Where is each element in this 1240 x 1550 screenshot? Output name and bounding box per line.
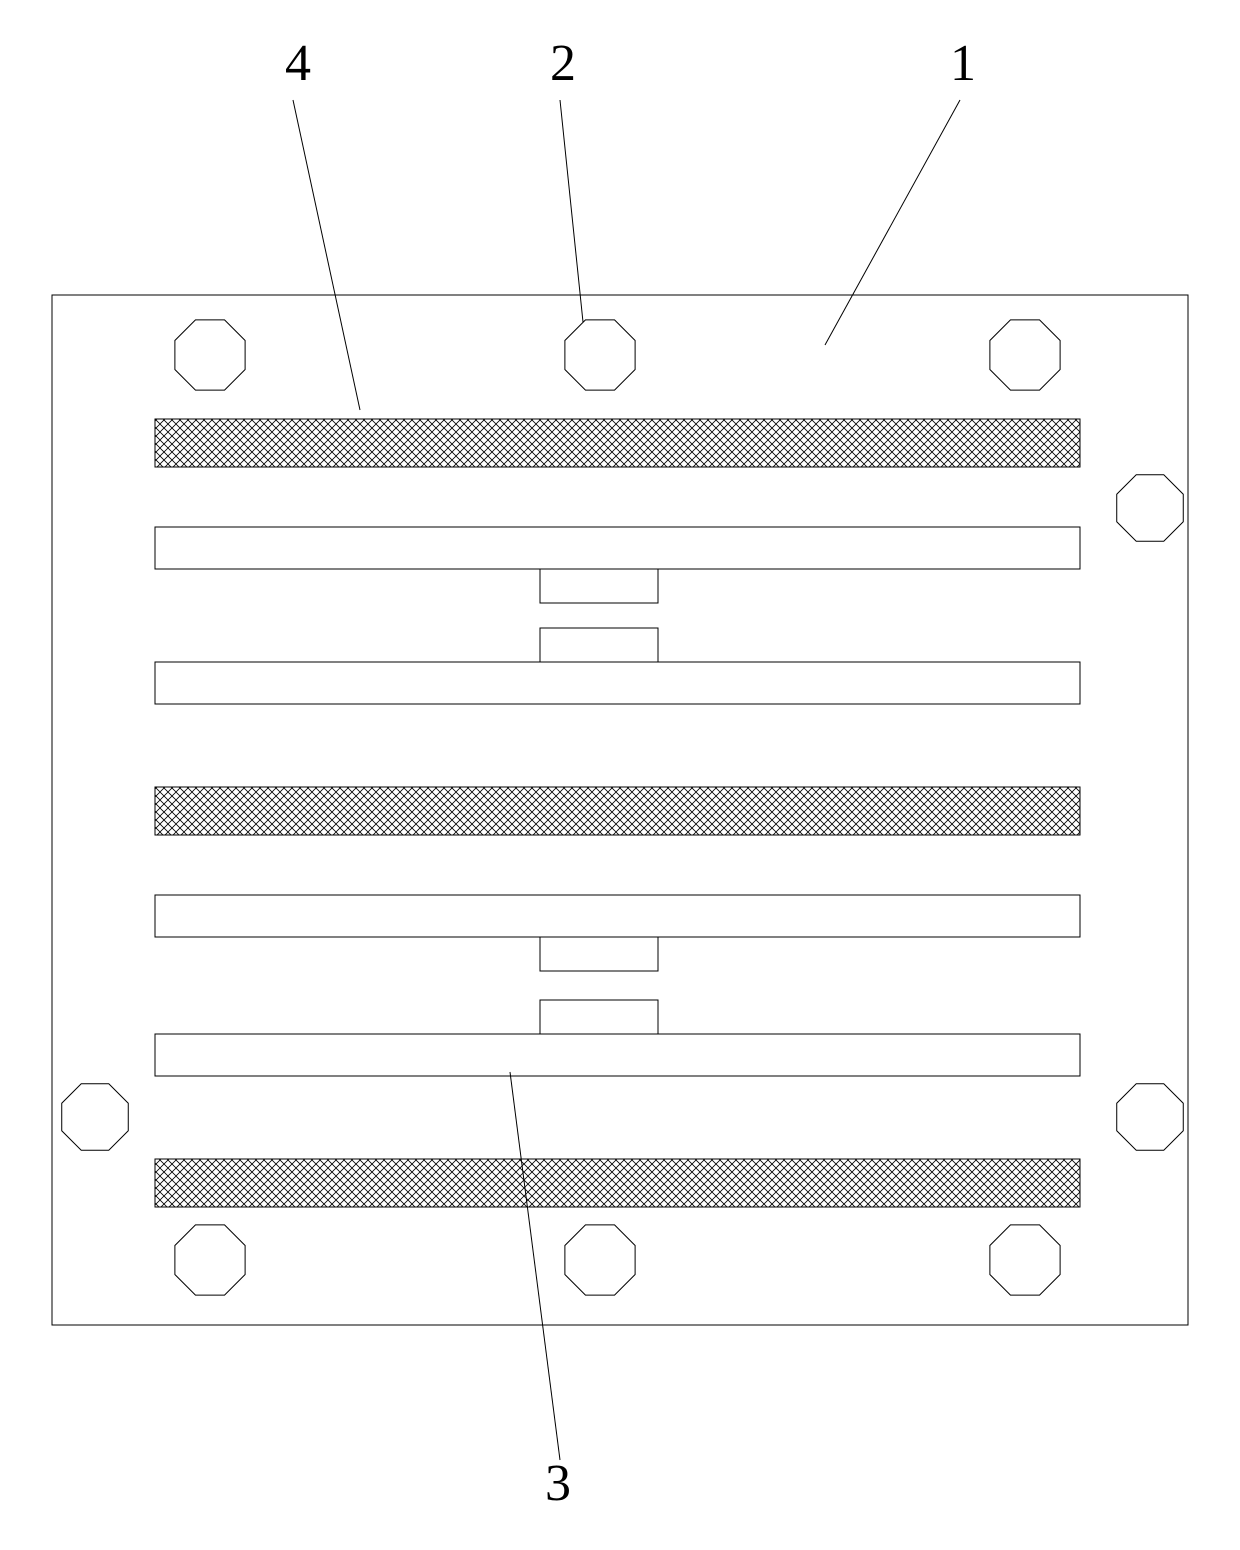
connector-tab: [540, 1000, 658, 1034]
connector-tab: [540, 569, 658, 603]
plain-bar: [155, 895, 1080, 937]
leader-line: [560, 100, 583, 322]
hatched-bar: [155, 419, 1080, 467]
hatched-bar: [155, 1159, 1080, 1207]
fastener-hole: [565, 320, 635, 390]
callout-label: 4: [285, 35, 311, 92]
fastener-hole: [565, 1225, 635, 1295]
callout-label: 3: [545, 1455, 571, 1512]
fastener-hole: [175, 1225, 245, 1295]
leader-line: [510, 1072, 560, 1460]
fastener-hole: [990, 1225, 1060, 1295]
plain-bar: [155, 527, 1080, 569]
leader-line: [825, 100, 960, 345]
plain-bar: [155, 1034, 1080, 1076]
side-fastener-hole: [62, 1084, 129, 1151]
fastener-hole: [990, 320, 1060, 390]
connector-tab: [540, 937, 658, 971]
leader-line: [293, 100, 360, 410]
callout-label: 2: [550, 35, 576, 92]
callout-label: 1: [950, 35, 976, 92]
fastener-hole: [175, 320, 245, 390]
side-fastener-hole: [1117, 1084, 1184, 1151]
side-fastener-hole: [1117, 475, 1184, 542]
plain-bar: [155, 662, 1080, 704]
hatched-bar: [155, 787, 1080, 835]
connector-tab: [540, 628, 658, 662]
